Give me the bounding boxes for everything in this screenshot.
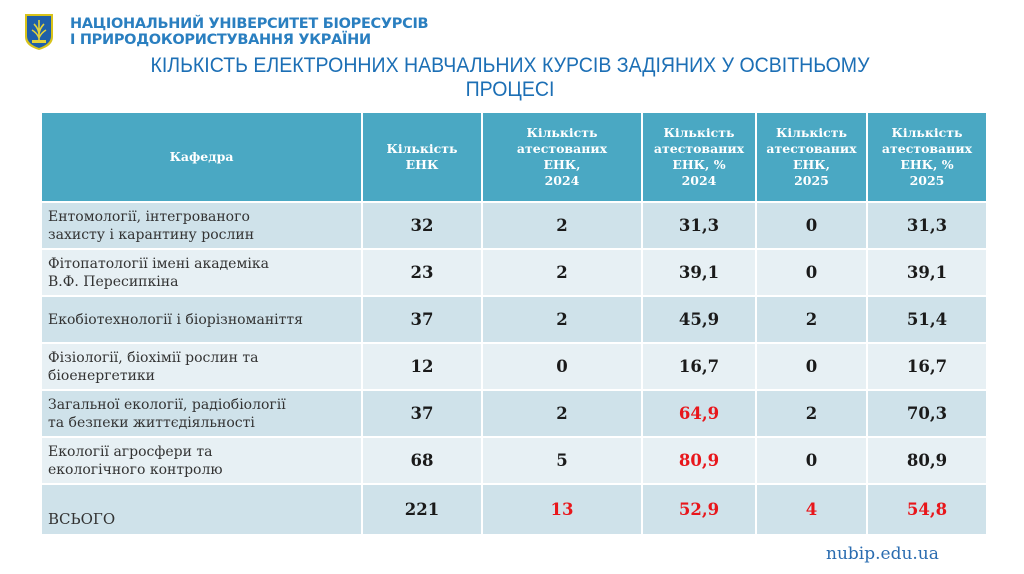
department-name-line: Загальної екології, радіобіології (48, 396, 286, 413)
cell-pct2025: 39,1 (866, 248, 988, 297)
column-header-line: ЕНК, % (900, 157, 954, 172)
department-name-line: В.Ф. Пересипкіна (48, 273, 179, 290)
university-name-line2: І ПРИРОДОКОРИСТУВАННЯ УКРАЇНИ (70, 32, 371, 48)
cell-pct2024: 45,9 (641, 295, 757, 344)
department-name-line: Ентомології, інтегрованого (48, 208, 250, 225)
column-header-line: Кафедра (169, 149, 234, 164)
cell-enk: 23 (361, 248, 483, 297)
department-name-line: біоенергетики (48, 367, 155, 384)
column-header: Кількість ЕНК (361, 111, 483, 203)
cell-pct2024: 80,9 (641, 436, 757, 485)
column-header-line: ЕНК, (543, 157, 581, 172)
table-row: Загальної екології, радіобіології та безп… (40, 389, 988, 438)
table-row: Фізіології, біохімії рослин та біоенергет… (40, 342, 988, 391)
department-name: Екобіотехнології і біорізноманіття (40, 295, 363, 344)
cell-pct2025: 80,9 (866, 436, 988, 485)
column-header-line: ЕНК, % (672, 157, 726, 172)
cell-pct2025: 51,4 (866, 295, 988, 344)
university-name-line1: НАЦІОНАЛЬНИЙ УНІВЕРСИТЕТ БІОРЕСУРСІВ (70, 16, 429, 32)
total-att2025: 4 (755, 483, 868, 536)
column-header-line: 2024 (681, 173, 717, 188)
cell-enk: 32 (361, 201, 483, 250)
column-header: Кількість атестованих ЕНК, 2025 (755, 111, 868, 203)
website-url: nubip.edu.ua (826, 544, 939, 564)
university-logo (24, 13, 54, 51)
total-pct2025: 54,8 (866, 483, 988, 536)
column-header: Кількість атестованих ЕНК, 2024 (481, 111, 643, 203)
cell-pct2024: 16,7 (641, 342, 757, 391)
department-name-line: Фітопатології імені академіка (48, 255, 269, 272)
cell-att2024: 2 (481, 201, 643, 250)
table-row: Фітопатології імені академіка В.Ф. Переси… (40, 248, 988, 297)
department-name-line: та безпеки життєдіяльності (48, 414, 255, 431)
cell-enk: 12 (361, 342, 483, 391)
table-row: Екології агросфери та екологічного контро… (40, 436, 988, 485)
cell-att2024: 2 (481, 295, 643, 344)
cell-att2025: 0 (755, 436, 868, 485)
total-enk: 221 (361, 483, 483, 536)
total-row: ВСЬОГО 221 13 52,9 4 54,8 (40, 483, 988, 536)
cell-pct2025: 16,7 (866, 342, 988, 391)
courses-table: Кафедра Кількість ЕНК Кількість атестованих Е… (40, 111, 988, 536)
department-name-line: Фізіології, біохімії рослин та (48, 349, 259, 366)
cell-pct2024: 39,1 (641, 248, 757, 297)
column-header-line: атестованих (766, 141, 857, 156)
department-name-line: захисту і карантину рослин (48, 226, 255, 243)
cell-att2025: 0 (755, 342, 868, 391)
cell-att2025: 2 (755, 295, 868, 344)
cell-pct2025: 31,3 (866, 201, 988, 250)
column-header-line: Кількість (663, 125, 735, 140)
department-name: Фітопатології імені академіка В.Ф. Переси… (40, 248, 363, 297)
department-name: Екології агросфери та екологічного контро… (40, 436, 363, 485)
column-header: Кількість атестованих ЕНК, % 2024 (641, 111, 757, 203)
department-name: Фізіології, біохімії рослин та біоенергет… (40, 342, 363, 391)
table-row: Ентомології, інтегрованого захисту і кара… (40, 201, 988, 250)
title-line2: ПРОЦЕСІ (465, 78, 555, 101)
column-header: Кафедра (40, 111, 363, 203)
column-header-line: атестованих (881, 141, 973, 156)
cell-att2025: 2 (755, 389, 868, 438)
department-name-line: Екології агросфери та (48, 443, 213, 460)
total-att2024: 13 (481, 483, 643, 536)
cell-pct2024: 64,9 (641, 389, 757, 438)
cell-enk: 37 (361, 389, 483, 438)
university-name: НАЦІОНАЛЬНИЙ УНІВЕРСИТЕТ БІОРЕСУРСІВ І П… (70, 16, 429, 48)
cell-att2024: 5 (481, 436, 643, 485)
department-name-line: Екобіотехнології і біорізноманіття (48, 311, 303, 328)
table-header-row: Кафедра Кількість ЕНК Кількість атестованих Е… (40, 111, 988, 203)
cell-enk: 37 (361, 295, 483, 344)
column-header: Кількість атестованих ЕНК, % 2025 (866, 111, 988, 203)
column-header-line: Кількість (891, 125, 963, 140)
column-header-line: 2025 (909, 173, 945, 188)
cell-enk: 68 (361, 436, 483, 485)
column-header-line: атестованих (516, 141, 608, 156)
column-header-line: 2024 (544, 173, 580, 188)
total-pct2024: 52,9 (641, 483, 757, 536)
column-header-line: Кількість (526, 125, 598, 140)
department-name: Загальної екології, радіобіології та безп… (40, 389, 363, 438)
cell-pct2024: 31,3 (641, 201, 757, 250)
column-header-line: Кількість (386, 141, 458, 156)
cell-pct2025: 70,3 (866, 389, 988, 438)
cell-att2024: 0 (481, 342, 643, 391)
department-name: Ентомології, інтегрованого захисту і кара… (40, 201, 363, 250)
column-header-line: Кількість (775, 125, 848, 140)
column-header-line: ЕНК, (792, 157, 831, 172)
department-name-line: екологічного контролю (48, 461, 223, 478)
table-row: Екобіотехнології і біорізноманіття 37 2 45,… (40, 295, 988, 344)
column-header-line: 2025 (794, 173, 829, 188)
column-header-line: атестованих (653, 141, 745, 156)
slide-title: КІЛЬКІСТЬ ЕЛЕКТРОННИХ НАВЧАЛЬНИХ КУРСІВ … (92, 54, 929, 102)
total-label: ВСЬОГО (40, 483, 363, 536)
cell-att2024: 2 (481, 389, 643, 438)
cell-att2025: 0 (755, 201, 868, 250)
title-line1: КІЛЬКІСТЬ ЕЛЕКТРОННИХ НАВЧАЛЬНИХ КУРСІВ … (150, 54, 870, 77)
column-header-line: ЕНК (405, 157, 439, 172)
cell-att2025: 0 (755, 248, 868, 297)
cell-att2024: 2 (481, 248, 643, 297)
